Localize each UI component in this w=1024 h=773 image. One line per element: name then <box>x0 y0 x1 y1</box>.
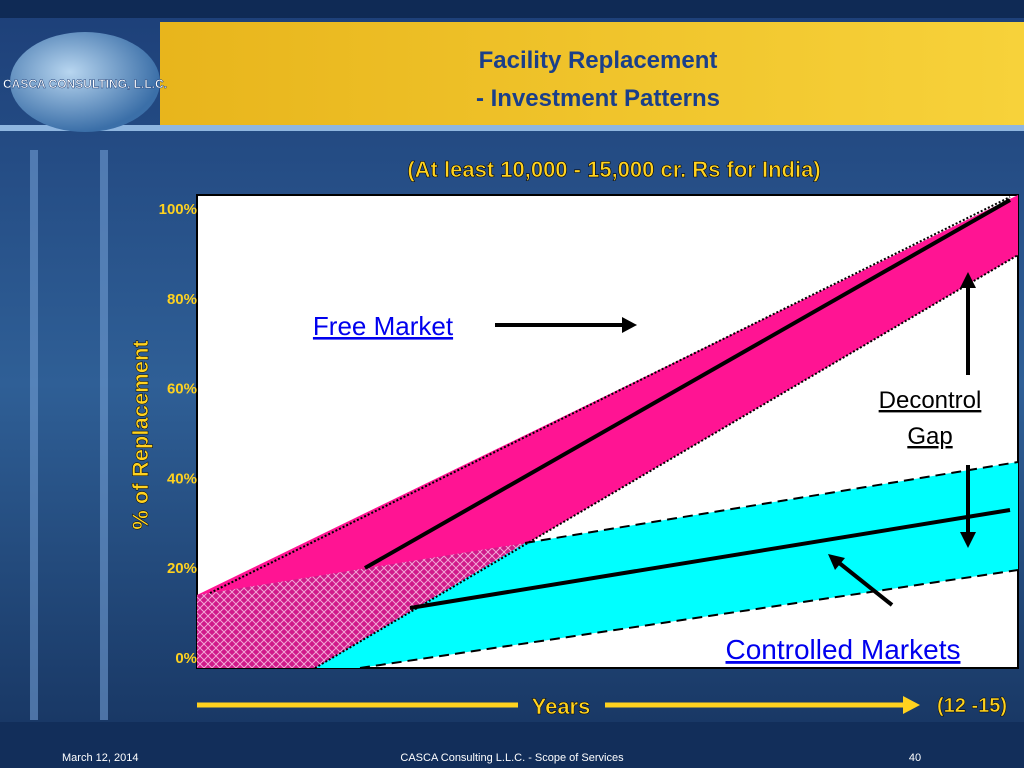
footer-band <box>0 722 1024 768</box>
arrowhead <box>903 696 920 714</box>
y-tick-label: 60% <box>167 381 197 398</box>
title-line: Facility Replacement <box>479 47 718 74</box>
decontrol-label: Gap <box>907 423 952 450</box>
pillar <box>100 150 108 720</box>
controlled-label: Controlled Markets <box>726 634 961 665</box>
y-tick-labels: 100% 80% 60% 40% 20% 0% <box>159 201 197 667</box>
band-edge <box>209 196 1011 594</box>
arrow <box>836 560 894 607</box>
footer-center: CASCA Consulting L.L.C. - Scope of Servi… <box>400 752 624 764</box>
arrowhead <box>960 532 976 548</box>
trend-line <box>364 198 1011 570</box>
x-axis-label: Years <box>532 694 591 719</box>
band-edge <box>524 461 1019 544</box>
trend-line <box>409 508 1011 610</box>
overlap-region <box>197 543 525 668</box>
free-market-label: Free Market <box>313 311 454 341</box>
page-number: 40 <box>909 752 921 764</box>
pillar <box>30 150 38 720</box>
y-tick-label: 80% <box>167 291 197 308</box>
footer-date: March 12, 2014 <box>62 752 138 764</box>
x-axis-end: (12 -15) <box>937 695 1007 717</box>
logo-text: CASCA CONSULTING, L.L.C. <box>3 77 167 91</box>
y-tick-label: 40% <box>167 470 197 487</box>
title-banner <box>160 22 1024 125</box>
title-line: - Investment Patterns <box>476 85 720 112</box>
y-tick-label: 20% <box>167 560 197 577</box>
decontrol-label: Decontrol <box>879 387 982 414</box>
y-tick-label: 0% <box>175 650 197 667</box>
y-axis-label: % of Replacement <box>128 340 153 530</box>
arrowhead <box>622 317 637 333</box>
arrowhead <box>960 272 976 288</box>
subtitle: (At least 10,000 - 15,000 cr. Rs for Ind… <box>407 157 820 182</box>
logo-globe <box>10 32 160 132</box>
y-tick-label: 100% <box>159 201 197 218</box>
banner-stripe <box>0 125 1024 131</box>
arrowhead <box>828 554 845 570</box>
top-band <box>0 0 1024 18</box>
